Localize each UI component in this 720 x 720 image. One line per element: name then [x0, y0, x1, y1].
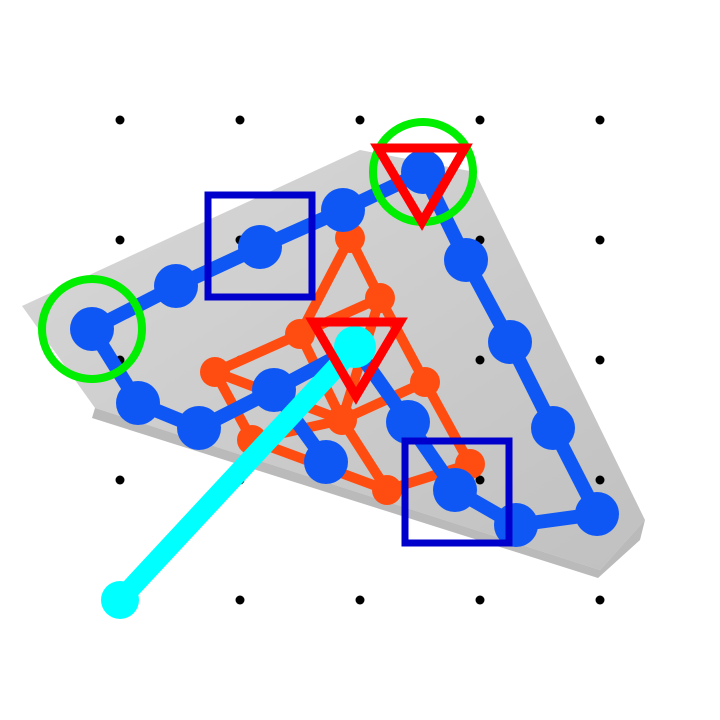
triangle-marker[interactable]	[305, 317, 408, 405]
grid-dot	[475, 595, 485, 605]
grid-dot	[355, 115, 365, 125]
orange-link	[420, 377, 475, 469]
grid-dot	[475, 115, 485, 125]
orange-node	[410, 367, 440, 397]
circle-marker[interactable]	[38, 275, 146, 383]
cursor-arm[interactable]	[101, 326, 376, 619]
grid-dot	[595, 235, 605, 245]
cursor-tip-handle[interactable]	[334, 326, 376, 368]
grid-dot	[115, 475, 125, 485]
triangle-marker[interactable]	[370, 143, 473, 231]
square-marker[interactable]	[401, 437, 513, 547]
grid-dot	[595, 355, 605, 365]
blue-node[interactable]	[494, 503, 538, 547]
blue-node[interactable]	[252, 368, 296, 412]
grid-dot	[595, 115, 605, 125]
orange-node	[285, 319, 315, 349]
blue-node[interactable]	[70, 307, 114, 351]
grid-dot	[475, 475, 485, 485]
grid-dot	[595, 475, 605, 485]
cursor-base-handle[interactable]	[101, 581, 139, 619]
blue-node[interactable]	[401, 150, 445, 194]
blue-node[interactable]	[177, 406, 221, 450]
grid-dot	[115, 115, 125, 125]
orange-node	[365, 283, 395, 313]
orange-link	[337, 377, 430, 425]
blue-node[interactable]	[238, 225, 282, 269]
orange-node	[327, 405, 357, 435]
grid-dot	[595, 595, 605, 605]
blue-node[interactable]	[386, 400, 430, 444]
orange-node	[372, 475, 402, 505]
blue-node[interactable]	[575, 492, 619, 536]
grid-dot	[355, 595, 365, 605]
orange-link	[210, 329, 305, 377]
slab-edge	[92, 408, 645, 578]
blue-node[interactable]	[154, 264, 198, 308]
blue-node[interactable]	[116, 381, 160, 425]
grid-dot	[475, 355, 485, 365]
orange-link	[375, 293, 430, 387]
cursor-line[interactable]	[110, 337, 365, 610]
blue-node[interactable]	[488, 320, 532, 364]
blue-node[interactable]	[321, 188, 365, 232]
grid-dot	[235, 115, 245, 125]
grid-dot	[235, 595, 245, 605]
blue-node[interactable]	[444, 238, 488, 282]
blue-node[interactable]	[531, 406, 575, 450]
orange-node	[200, 357, 230, 387]
grid-dot	[115, 235, 125, 245]
blue-node[interactable]	[304, 440, 348, 484]
blue-node[interactable]	[433, 468, 477, 512]
markers	[38, 118, 513, 547]
square-marker[interactable]	[204, 191, 316, 301]
